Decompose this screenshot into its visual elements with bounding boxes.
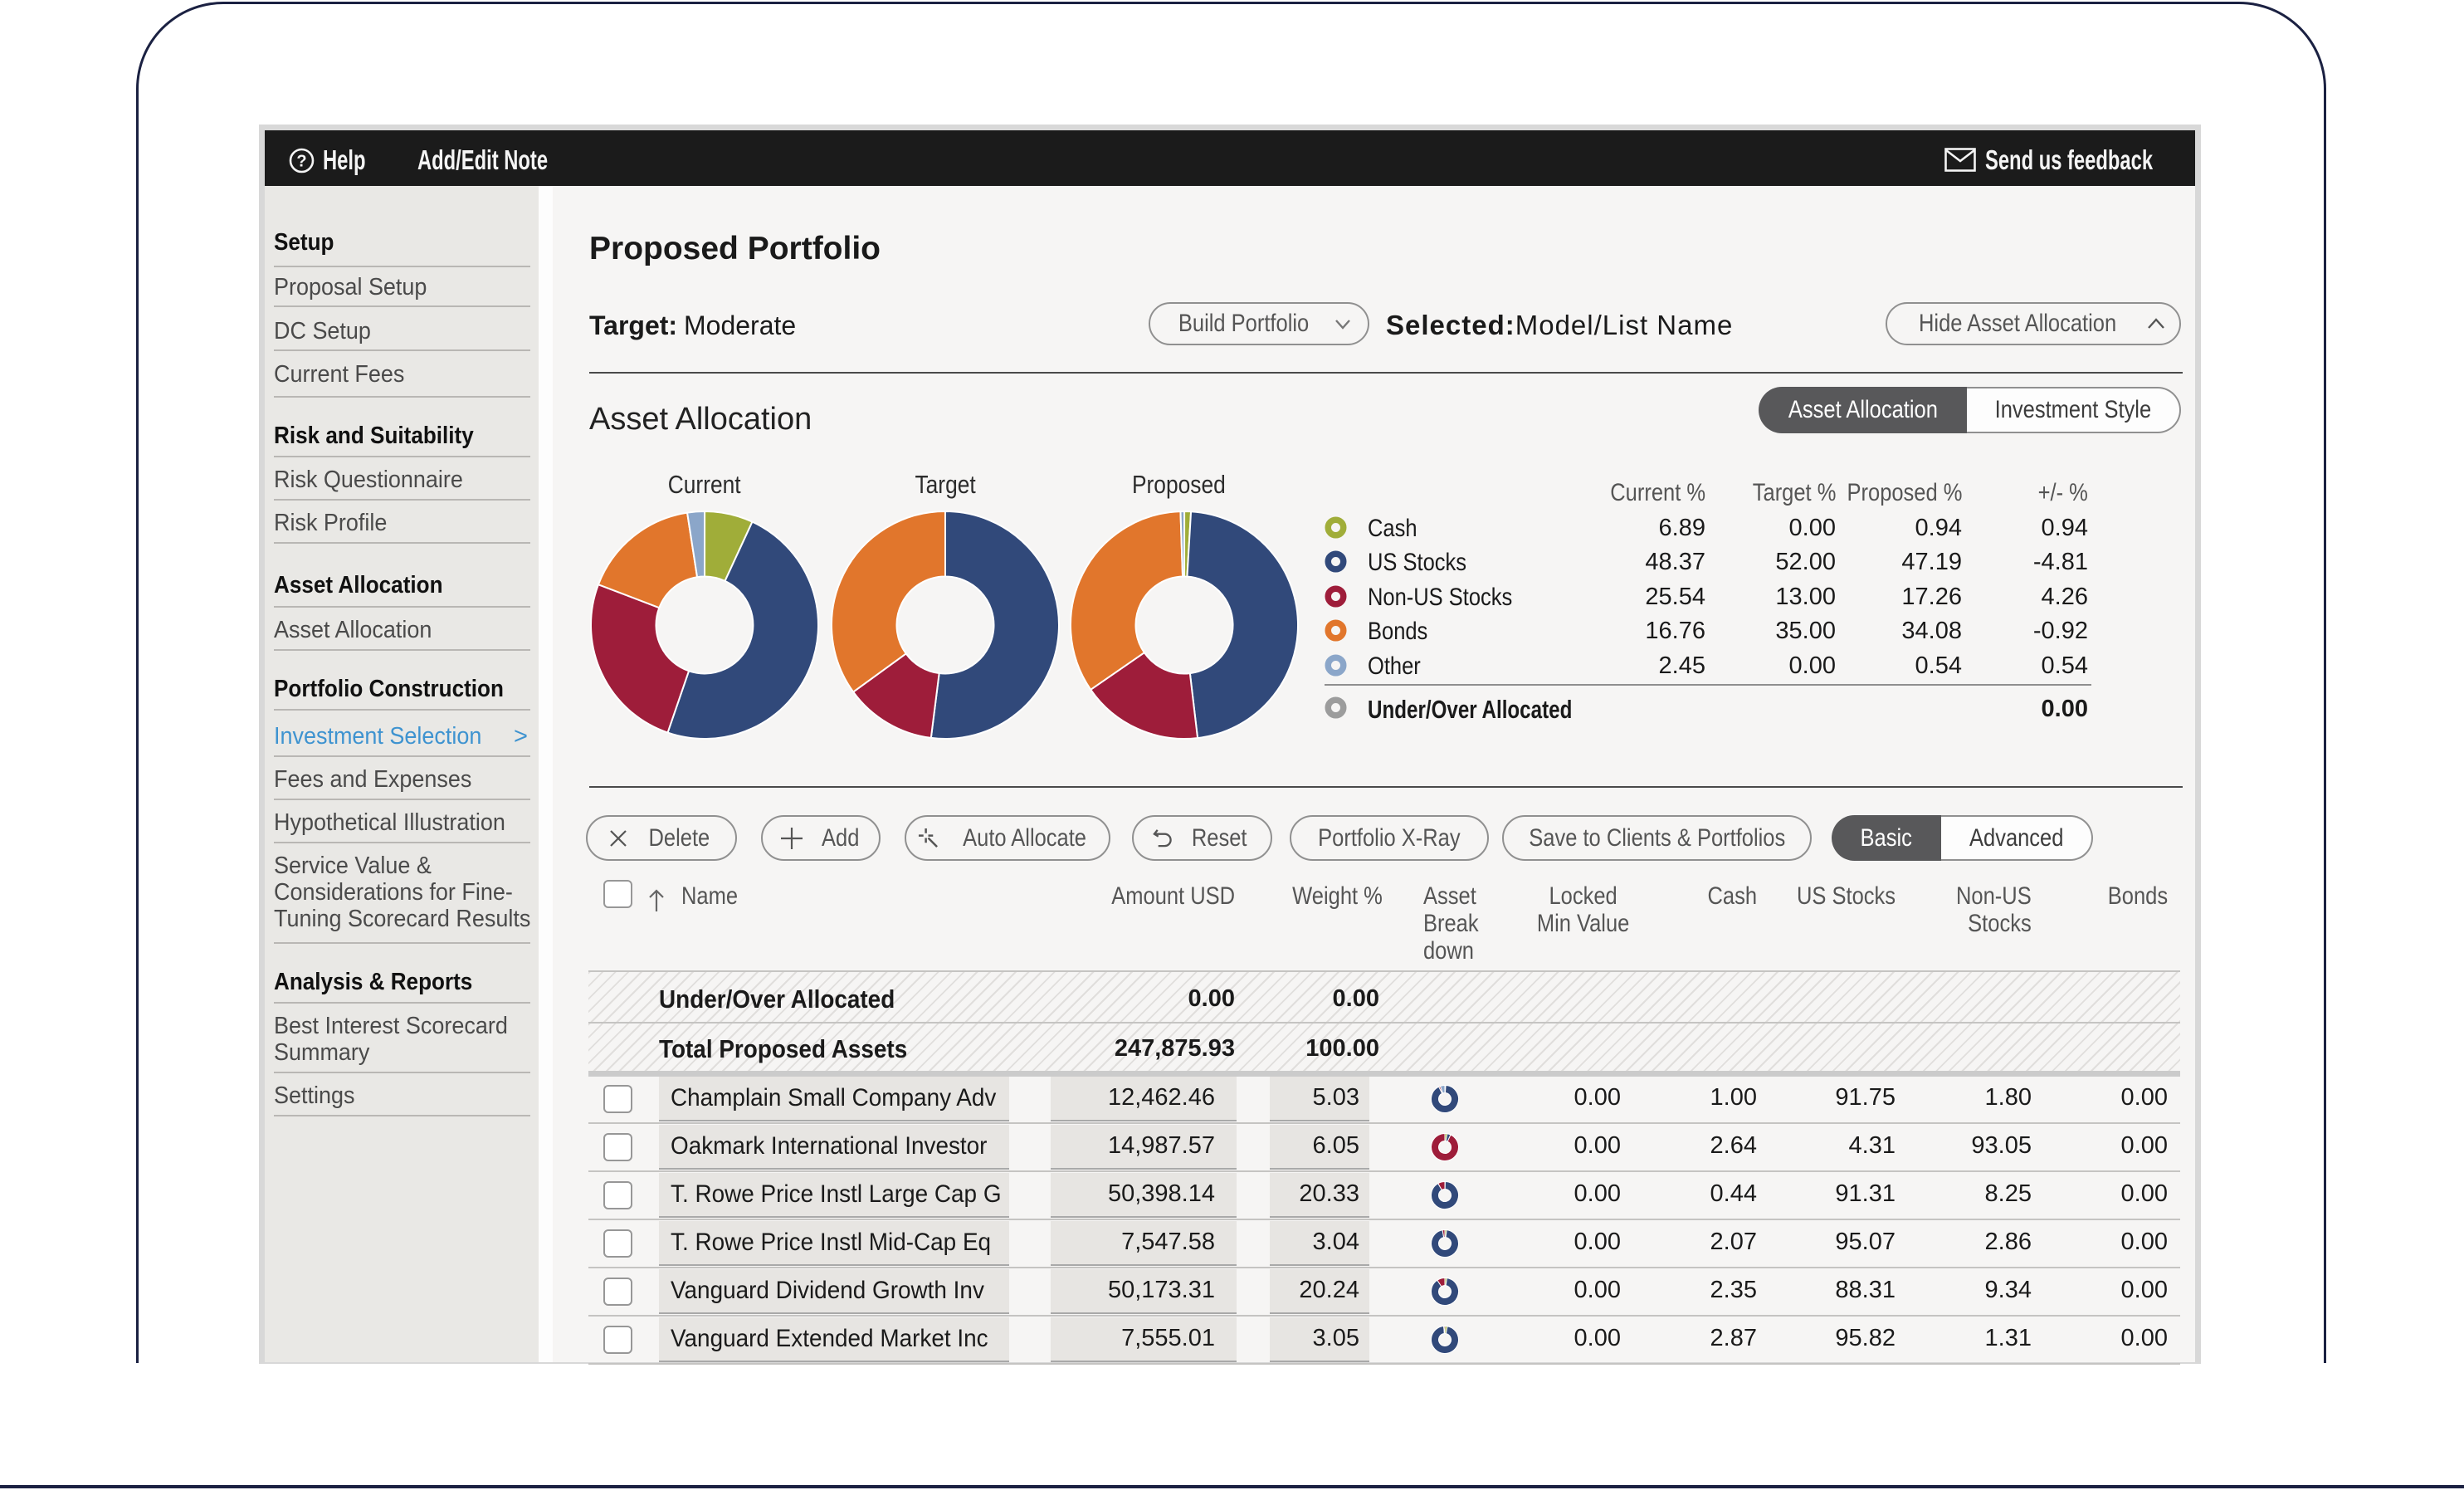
svg-text:?: ? — [296, 153, 306, 171]
